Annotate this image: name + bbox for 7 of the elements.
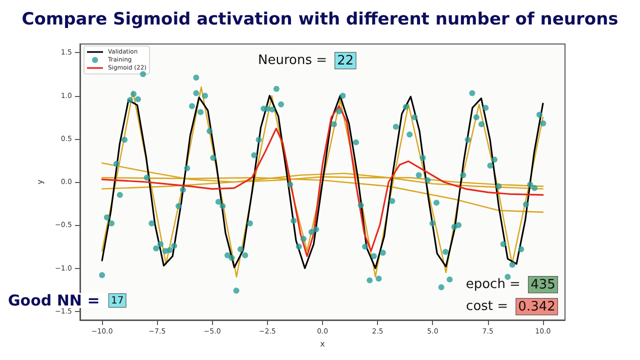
- x-axis-title: x: [320, 339, 326, 348]
- annotation: cost = 0.342: [466, 299, 556, 315]
- y-axis-title: y: [36, 179, 45, 184]
- chart-title: Compare Sigmoid activation with different number of neurons: [22, 10, 618, 30]
- annotation: Neurons = 22: [258, 53, 354, 69]
- annotation: Good NN = 17: [8, 292, 124, 310]
- annotation: epoch = 435: [466, 277, 556, 293]
